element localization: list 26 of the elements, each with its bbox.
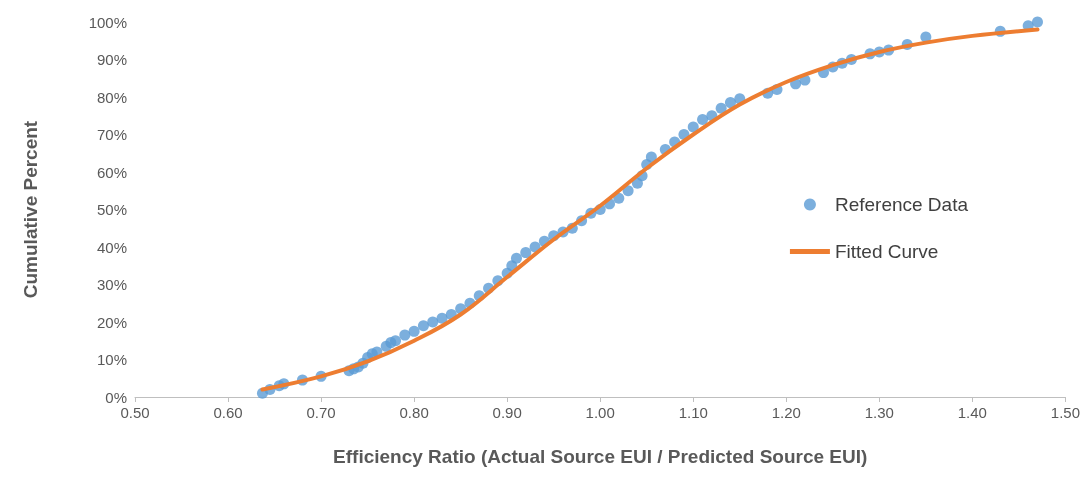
y-tick-label: 20% — [96, 313, 127, 331]
x-tick-label: 1.10 — [678, 404, 708, 421]
y-tick-label: 60% — [96, 163, 127, 181]
y-axis-title: Cumulative Percent — [20, 120, 41, 299]
legend-label: Fitted Curve — [834, 241, 939, 262]
x-tick-label: 0.70 — [306, 404, 336, 421]
x-tick-label: 1.40 — [957, 404, 987, 421]
y-tick-label: 100% — [88, 13, 127, 31]
y-tick-label: 80% — [96, 88, 127, 106]
y-tick-label: 90% — [96, 51, 127, 68]
x-tick-label: 0.90 — [492, 404, 522, 421]
x-tick-label: 0.80 — [399, 404, 429, 421]
x-tick-label: 0.50 — [120, 404, 150, 421]
x-tick-label: 1.50 — [1050, 404, 1080, 421]
legend-label: Reference Data — [834, 194, 969, 215]
y-tick-label: 10% — [96, 351, 127, 368]
y-tick-label: 50% — [96, 201, 127, 218]
x-tick-label: 1.20 — [771, 404, 801, 421]
x-tick-label: 1.30 — [864, 404, 894, 421]
x-tick-label: 1.00 — [585, 404, 615, 421]
y-tick-label: 70% — [96, 126, 127, 143]
x-tick-label: 0.60 — [213, 404, 243, 421]
y-tick-label: 0% — [105, 388, 127, 406]
y-tick-label: 30% — [96, 276, 127, 293]
x-axis-title: Efficiency Ratio (Actual Source EUI / Predicted Source EUI) — [333, 446, 868, 467]
y-tick-label: 40% — [96, 238, 127, 256]
